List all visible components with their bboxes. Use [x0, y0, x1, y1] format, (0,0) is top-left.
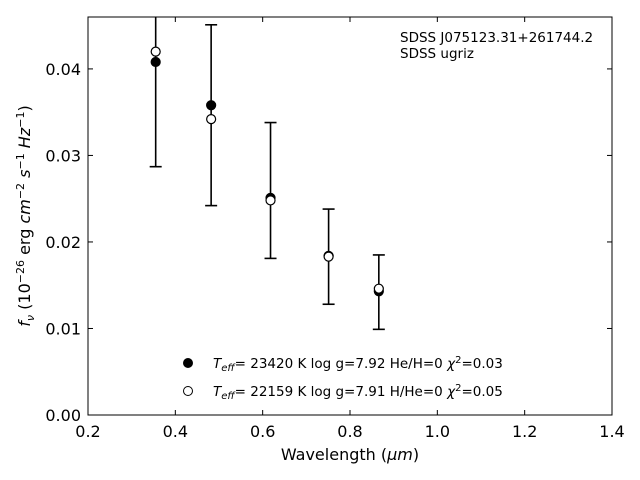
tick-marks — [87, 17, 613, 416]
x-tick-label: 0.2 — [75, 422, 100, 441]
y-tick-label: 0.04 — [45, 60, 81, 79]
y-tick-label: 0.00 — [45, 406, 81, 425]
y-tick-label: 0.03 — [45, 146, 81, 165]
object-name-annotation: SDSS J075123.31+261744.2 — [400, 30, 593, 46]
x-tick-label: 0.8 — [337, 422, 362, 441]
point-open — [150, 46, 161, 57]
legend-marker-open — [183, 386, 193, 396]
y-tick-labels: 0.00 0.01 0.02 0.03 0.04 — [45, 60, 81, 425]
x-tick-label: 1.0 — [425, 422, 450, 441]
x-tick-labels: 0.2 0.4 0.6 0.8 1.0 1.2 1.4 — [75, 422, 624, 441]
legend: Teff= 23420 K log g=7.92 He/H=0 χ2=0.03 … — [183, 355, 503, 402]
x-tick-label: 0.4 — [163, 422, 188, 441]
point-open — [323, 251, 334, 262]
error-bars — [149, 17, 385, 331]
data-markers — [150, 46, 384, 297]
x-tick-label: 0.6 — [250, 422, 275, 441]
y-axis-label: fν (10−26 erg cm−2 s−1 Hz−1) — [14, 105, 37, 326]
y-tick-label: 0.01 — [45, 319, 81, 338]
survey-annotation: SDSS ugriz — [400, 46, 474, 62]
point-open — [206, 113, 217, 125]
point-filled — [206, 100, 217, 111]
point-open — [265, 195, 276, 206]
point-open — [373, 283, 384, 294]
legend-marker-filled — [183, 358, 193, 368]
y-tick-label: 0.02 — [45, 233, 81, 252]
x-tick-label: 1.2 — [512, 422, 537, 441]
legend-entry-2: Teff= 22159 K log g=7.91 H/He=0 χ2=0.05 — [213, 383, 503, 402]
point-filled — [150, 56, 161, 68]
legend-entry-1: Teff= 23420 K log g=7.92 He/H=0 χ2=0.03 — [213, 355, 503, 374]
x-axis-label: Wavelength (μm) — [281, 445, 419, 464]
x-tick-label: 1.4 — [599, 422, 624, 441]
